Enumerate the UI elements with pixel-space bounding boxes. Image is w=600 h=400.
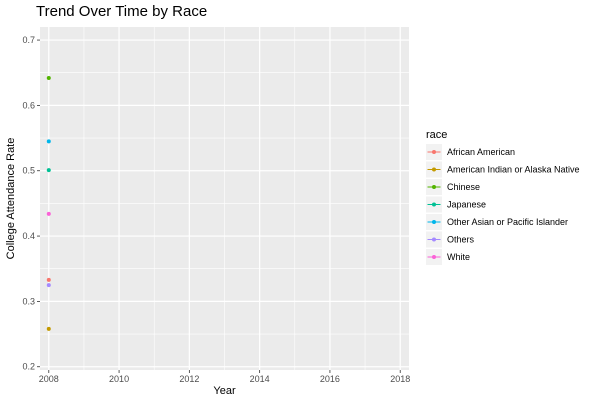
major-gridlines (40, 27, 409, 370)
legend-item: Other Asian or Pacific Islander (426, 214, 568, 230)
data-point (46, 283, 51, 288)
x-tick-label: 2016 (320, 374, 340, 384)
y-tick-label: 0.4 (22, 231, 35, 241)
legend-item: Japanese (426, 196, 486, 213)
legend-item: American Indian or Alaska Native (426, 161, 580, 178)
legend-label: Chinese (447, 182, 480, 192)
y-axis-ticks: 0.2 0.3 0.4 0.5 0.6 0.7 (22, 35, 40, 372)
legend: race African American American Indian or … (426, 129, 580, 265)
legend-item: Chinese (426, 179, 480, 195)
x-tick-label: 2012 (179, 374, 199, 384)
legend-label: African American (447, 147, 515, 157)
data-point (46, 211, 51, 216)
data-point (46, 75, 51, 80)
y-axis-label: College Attendance Rate (5, 138, 17, 260)
legend-point (432, 220, 436, 224)
legend-point (432, 202, 436, 207)
legend-label: Others (447, 235, 475, 245)
data-point (46, 326, 51, 331)
y-tick-label: 0.6 (22, 100, 35, 110)
y-tick-label: 0.3 (22, 296, 35, 306)
legend-point (432, 150, 436, 154)
legend-label: White (447, 252, 470, 262)
legend-point (432, 185, 436, 189)
x-axis-ticks: 2008 2010 2012 2014 2016 2018 (39, 370, 410, 384)
y-tick-label: 0.5 (22, 166, 35, 176)
legend-item: African American (426, 144, 515, 160)
legend-title: race (426, 129, 447, 141)
legend-item: Others (426, 231, 475, 248)
data-point (46, 139, 51, 144)
x-tick-label: 2018 (390, 374, 410, 384)
legend-item: White (426, 249, 470, 265)
legend-point (432, 255, 436, 259)
chart-title: Trend Over Time by Race (36, 3, 207, 20)
legend-point (432, 167, 436, 172)
data-point (46, 168, 51, 173)
legend-label: Other Asian or Pacific Islander (447, 217, 568, 227)
data-points (46, 75, 51, 331)
x-tick-label: 2008 (39, 374, 59, 384)
y-tick-label: 0.7 (22, 35, 35, 45)
x-tick-label: 2014 (250, 374, 270, 384)
x-tick-label: 2010 (109, 374, 129, 384)
y-tick-label: 0.2 (22, 362, 35, 372)
data-point (46, 277, 51, 282)
minor-gridlines (40, 27, 409, 370)
legend-point (432, 237, 436, 242)
legend-label: Japanese (447, 200, 486, 210)
legend-label: American Indian or Alaska Native (447, 165, 580, 175)
x-axis-label: Year (213, 385, 236, 397)
